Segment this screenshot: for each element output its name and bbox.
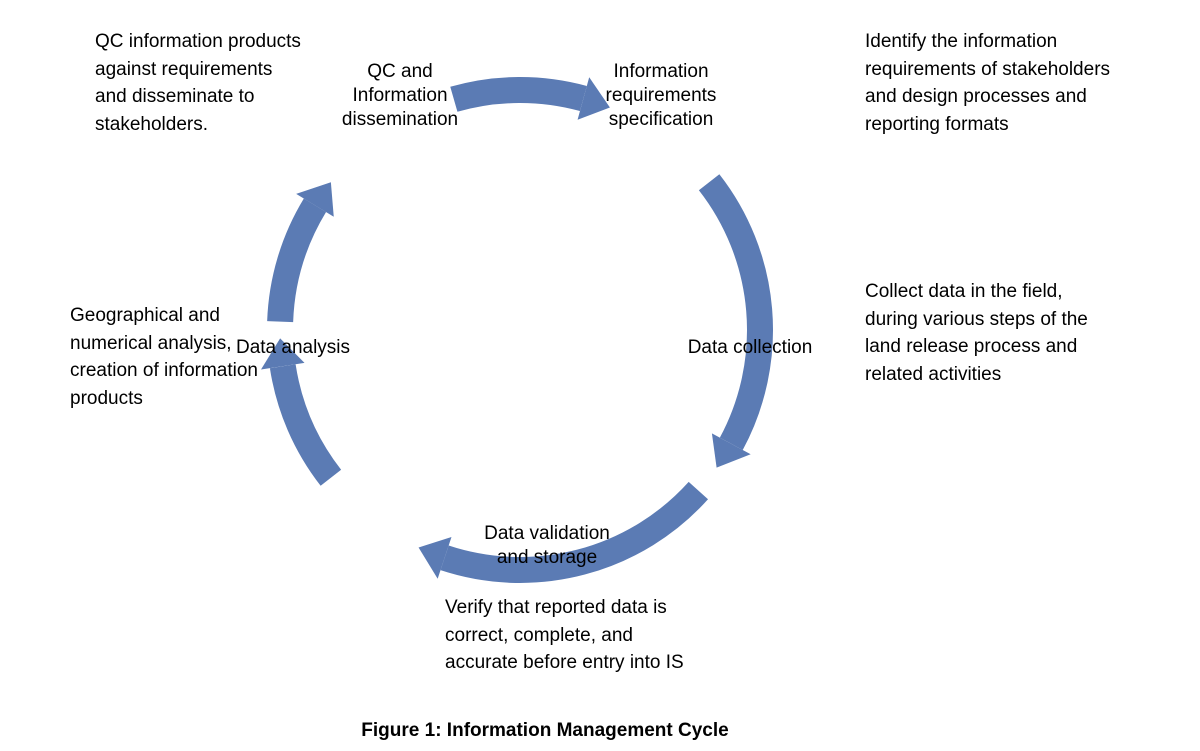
node-collect: Data collection [670, 336, 830, 360]
desc-spec: Identify the information requirements of… [865, 28, 1125, 138]
desc-qc: QC information products against requirem… [95, 28, 305, 138]
node-spec: Information requirements specification [576, 60, 746, 131]
node-qc: QC and Information dissemination [315, 60, 485, 131]
figure-caption: Figure 1: Information Management Cycle [330, 720, 760, 742]
desc-collect: Collect data in the field, during variou… [865, 278, 1095, 388]
desc-analysis: Geographical and numerical analysis, cre… [70, 302, 260, 412]
desc-validate: Verify that reported data is correct, co… [445, 594, 705, 677]
node-validate: Data validation and storage [447, 522, 647, 570]
information-management-cycle-diagram: QC and Information dissemination Informa… [0, 0, 1200, 751]
